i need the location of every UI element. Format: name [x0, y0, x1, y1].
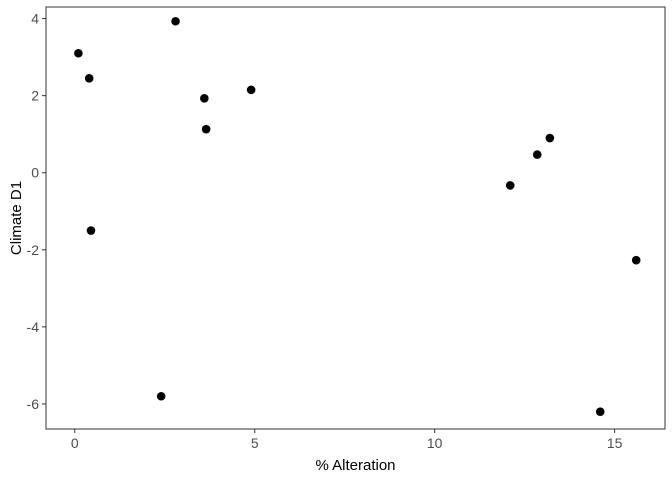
data-point — [201, 124, 211, 134]
y-tick-label: -2 — [27, 242, 40, 258]
data-point — [84, 73, 94, 83]
x-tick-label: 5 — [251, 435, 259, 451]
data-point — [532, 150, 542, 159]
x-tick-label: 10 — [427, 435, 443, 451]
x-axis-title: % Alteration — [315, 457, 395, 474]
x-tick-label: 15 — [607, 435, 623, 451]
data-point — [545, 133, 555, 143]
y-tick-label: -4 — [27, 319, 40, 335]
data-point — [505, 181, 515, 190]
data-point — [156, 391, 166, 401]
data-point — [246, 85, 256, 95]
data-points — [74, 16, 641, 416]
data-point — [200, 94, 209, 103]
y-axis: -6 -4 -2 0 2 4 — [27, 11, 46, 412]
y-tick-label: 0 — [31, 165, 39, 181]
y-tick-label: 4 — [31, 11, 39, 27]
data-point — [86, 226, 96, 235]
data-point — [171, 16, 180, 26]
x-axis: 0 5 10 15 — [71, 429, 623, 451]
x-tick-label: 0 — [71, 435, 79, 451]
panel-border — [45, 6, 666, 430]
data-point — [74, 48, 83, 58]
y-tick-label: 2 — [31, 88, 39, 104]
y-axis-title: Climate D1 — [8, 181, 25, 255]
data-point — [595, 407, 605, 416]
data-point — [631, 255, 641, 265]
y-tick-label: -6 — [27, 396, 40, 412]
